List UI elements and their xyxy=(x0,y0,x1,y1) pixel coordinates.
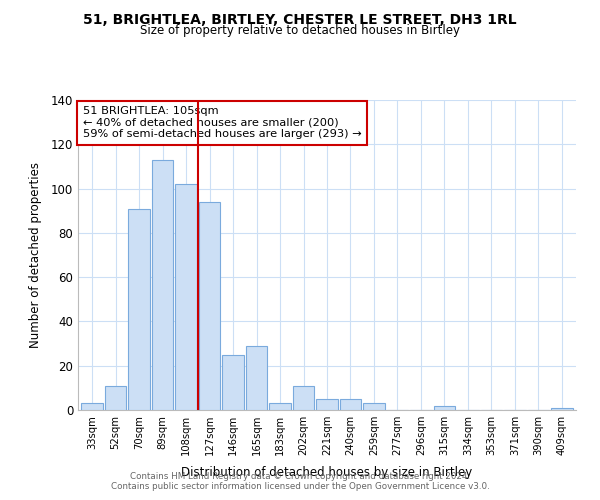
Bar xyxy=(363,404,385,410)
Bar xyxy=(269,404,291,410)
Text: 51, BRIGHTLEA, BIRTLEY, CHESTER LE STREET, DH3 1RL: 51, BRIGHTLEA, BIRTLEY, CHESTER LE STREE… xyxy=(83,12,517,26)
X-axis label: Distribution of detached houses by size in Birtley: Distribution of detached houses by size … xyxy=(181,466,473,479)
Bar xyxy=(222,354,244,410)
Bar xyxy=(199,202,220,410)
Bar xyxy=(152,160,173,410)
Bar xyxy=(246,346,268,410)
Text: Contains public sector information licensed under the Open Government Licence v3: Contains public sector information licen… xyxy=(110,482,490,491)
Text: Size of property relative to detached houses in Birtley: Size of property relative to detached ho… xyxy=(140,24,460,37)
Bar xyxy=(81,404,103,410)
Bar xyxy=(434,406,455,410)
Bar xyxy=(175,184,197,410)
Text: Contains HM Land Registry data © Crown copyright and database right 2024.: Contains HM Land Registry data © Crown c… xyxy=(130,472,470,481)
Bar xyxy=(293,386,314,410)
Bar xyxy=(316,399,338,410)
Bar xyxy=(105,386,127,410)
Bar xyxy=(340,399,361,410)
Text: 51 BRIGHTLEA: 105sqm
← 40% of detached houses are smaller (200)
59% of semi-deta: 51 BRIGHTLEA: 105sqm ← 40% of detached h… xyxy=(83,106,362,140)
Bar xyxy=(128,208,150,410)
Bar xyxy=(551,408,573,410)
Y-axis label: Number of detached properties: Number of detached properties xyxy=(29,162,43,348)
